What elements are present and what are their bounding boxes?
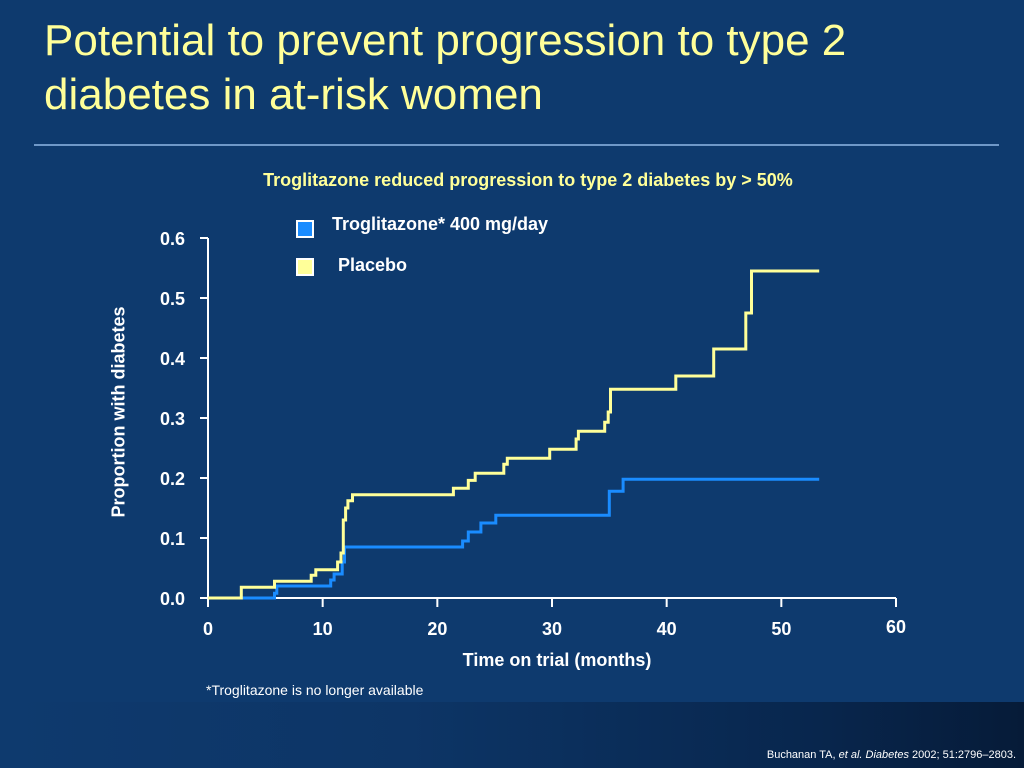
x-tick-label: 60 — [886, 617, 906, 637]
y-tick-label: 0.4 — [160, 349, 185, 369]
y-tick-label: 0.1 — [160, 529, 185, 549]
chart-subtitle: Troglitazone reduced progression to type… — [263, 170, 793, 190]
citation: Buchanan TA, et al. Diabetes 2002; 51:27… — [767, 749, 1016, 761]
y-tick-label: 0.6 — [160, 229, 185, 249]
x-tick-label: 40 — [657, 619, 677, 639]
slide-title-line1: Potential to prevent progression to type… — [44, 16, 847, 65]
series-line-placebo — [208, 269, 820, 600]
y-tick-label: 0.0 — [160, 589, 185, 609]
x-tick-label: 0 — [203, 619, 213, 639]
footnote: *Troglitazone is no longer available — [206, 682, 424, 698]
legend-label-placebo: Placebo — [338, 255, 408, 275]
x-tick-label: 10 — [313, 619, 333, 639]
legend-swatch-placebo — [296, 258, 314, 276]
y-tick-label: 0.3 — [160, 409, 185, 429]
legend-label-troglitazone: Troglitazone* 400 mg/day — [332, 214, 549, 234]
y-tick-label: 0.2 — [160, 469, 185, 489]
citation-author: Buchanan TA, — [766, 749, 839, 761]
citation-journal: et al. Diabetes — [838, 749, 909, 761]
x-tick-label: 30 — [542, 619, 562, 639]
series-line-troglitazone — [208, 477, 820, 600]
citation-details: 2002; 51:2796–2803. — [908, 749, 1016, 761]
y-axis-label: Proportion with diabetes — [108, 306, 129, 518]
x-tick-label: 50 — [771, 619, 791, 639]
x-tick-label: 20 — [427, 619, 447, 639]
legend-swatch-troglitazone — [296, 220, 314, 238]
slide-title: Potential to prevent progression to type… — [44, 14, 1004, 122]
slide-title-line2: diabetes in at-risk women — [44, 70, 543, 119]
y-tick-label: 0.5 — [160, 289, 185, 309]
footer-band — [0, 702, 1024, 768]
title-divider — [34, 144, 999, 146]
x-axis-label: Time on trial (months) — [462, 650, 652, 670]
